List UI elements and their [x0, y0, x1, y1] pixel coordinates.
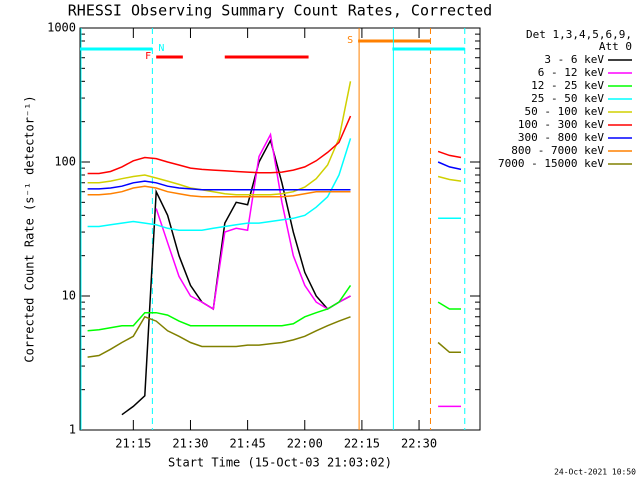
y-tick-label: 1 — [69, 423, 76, 437]
x-tick-label: 22:00 — [287, 437, 323, 451]
legend-label: 7000 - 15000 keV — [498, 157, 604, 170]
interval-label: N — [158, 43, 164, 54]
series-line — [87, 161, 462, 191]
chart-title: RHESSI Observing Summary Count Rates, Co… — [68, 2, 492, 20]
series-line — [121, 138, 351, 416]
plot-frame — [79, 27, 481, 431]
legend-title: Det 1,3,4,5,6,9, — [526, 28, 632, 41]
y-tick-label: 10 — [62, 289, 76, 303]
legend-label: 12 - 25 keV — [531, 79, 604, 92]
series-line — [87, 185, 351, 198]
legend-label: 300 - 800 keV — [518, 131, 604, 144]
series-line — [87, 284, 461, 332]
legend-label: 3 - 6 keV — [544, 53, 604, 66]
legend-title: Att 0 — [599, 40, 632, 53]
series-line — [87, 81, 462, 196]
series-line — [87, 115, 462, 175]
series-line — [87, 315, 461, 358]
x-axis-label: Start Time (15-Oct-03 21:03:02) — [168, 456, 392, 470]
interval-label: F — [145, 51, 151, 62]
interval-label: S — [347, 35, 353, 46]
legend-label: 100 - 300 keV — [518, 118, 604, 131]
x-tick-label: 22:15 — [344, 437, 380, 451]
x-tick-label: 21:15 — [115, 437, 151, 451]
legend-label: 800 - 7000 keV — [511, 144, 604, 157]
legend-label: 25 - 50 keV — [531, 92, 604, 105]
x-tick-label: 22:30 — [401, 437, 437, 451]
x-tick-label: 21:30 — [172, 437, 208, 451]
series-line — [155, 132, 461, 408]
series-line — [87, 138, 461, 231]
y-tick-label: 100 — [54, 155, 76, 169]
footer: 24-Oct-2021 10:50 — [554, 468, 636, 477]
y-axis-label: Corrected Count Rate (s⁻¹ detector⁻¹) — [23, 95, 37, 362]
legend-label: 6 - 12 keV — [538, 66, 605, 79]
x-tick-label: 21:45 — [230, 437, 266, 451]
legend-label: 50 - 100 keV — [525, 105, 605, 118]
y-tick-label: 1000 — [47, 21, 76, 35]
